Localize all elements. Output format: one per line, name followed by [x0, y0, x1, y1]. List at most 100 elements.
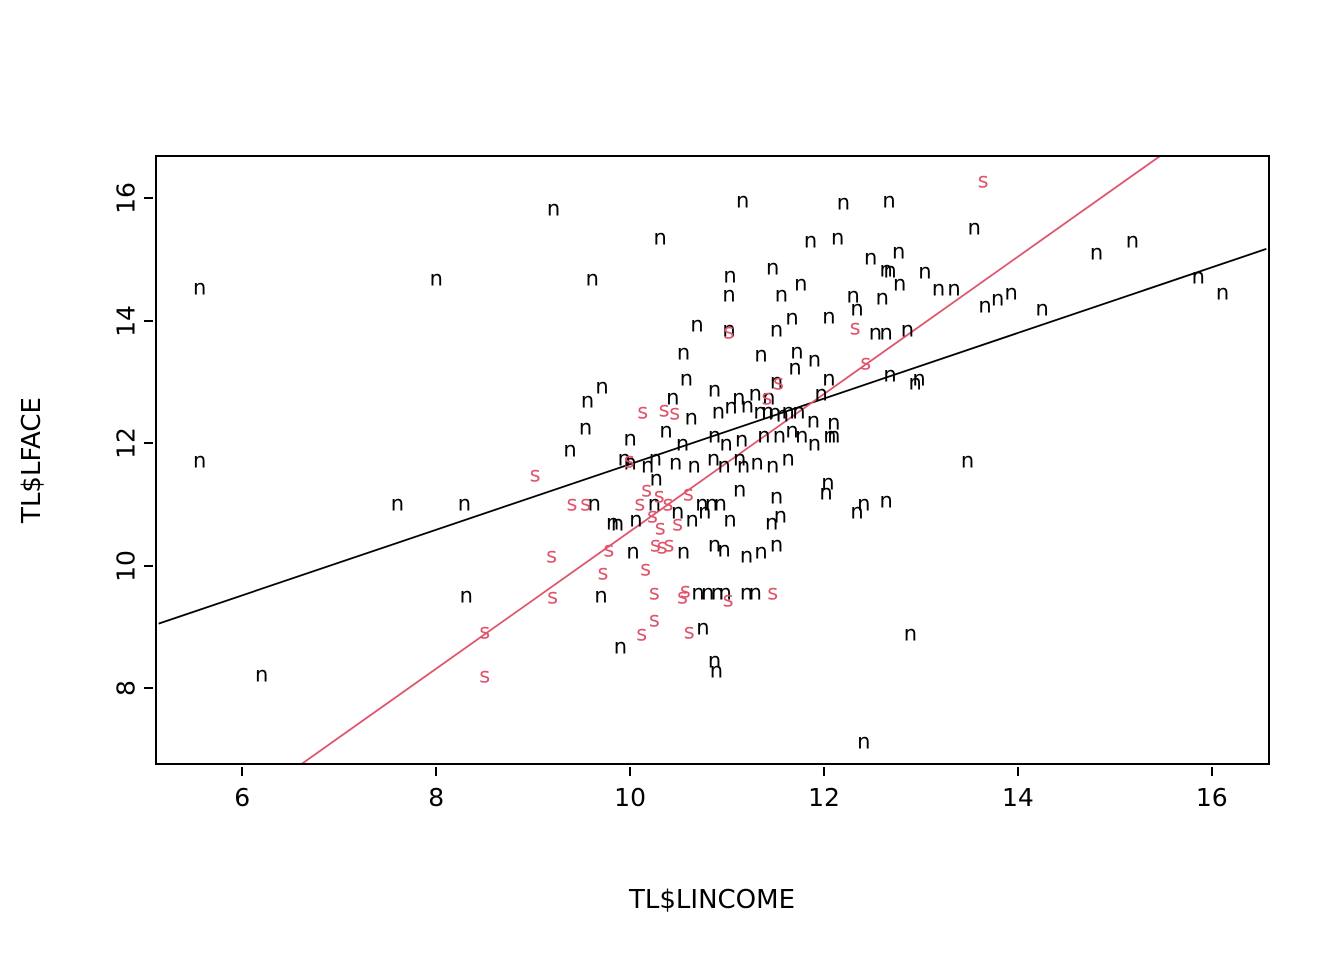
x-axis-title: TL$LINCOME — [629, 885, 795, 915]
data-point-n: n — [857, 729, 871, 754]
x-tick-mark — [1016, 767, 1019, 776]
data-point-n: n — [671, 499, 685, 524]
data-point-n: n — [767, 401, 782, 426]
data-point-n: n — [879, 320, 893, 345]
data-point-n: n — [978, 293, 992, 318]
y-tick-mark — [144, 687, 153, 690]
x-tick-label: 8 — [428, 783, 445, 812]
data-point-n: n — [879, 488, 893, 513]
data-point-n: n — [781, 399, 795, 424]
data-point-n: n — [772, 423, 787, 448]
data-point-n: n — [736, 453, 751, 478]
data-point-n: n — [931, 276, 946, 301]
data-point-n: n — [623, 426, 637, 451]
data-point-n: n — [649, 466, 663, 491]
data-point-n: n — [734, 428, 749, 453]
data-point-s: s — [637, 399, 649, 424]
data-point-n: n — [830, 225, 845, 250]
data-point-s: s — [566, 491, 578, 516]
data-point-s: s — [648, 580, 660, 605]
data-point-n: n — [722, 282, 736, 307]
data-point-n: n — [711, 399, 726, 424]
data-point-n: n — [748, 580, 762, 605]
data-point-n: n — [733, 477, 747, 502]
x-tick-label: 12 — [808, 783, 840, 812]
data-point-n: n — [785, 418, 799, 443]
data-point-n: n — [698, 499, 712, 524]
data-point-n: n — [769, 485, 784, 510]
data-point-n: n — [850, 499, 864, 524]
data-point-n: n — [822, 366, 836, 391]
data-point-n: n — [717, 453, 731, 478]
data-point-n: n — [766, 453, 780, 478]
data-point-n: n — [193, 448, 207, 473]
data-point-n: n — [739, 580, 754, 605]
data-point-n: n — [765, 510, 779, 535]
data-point-n: n — [595, 374, 609, 399]
data-point-n: n — [754, 342, 768, 367]
data-point-n: n — [722, 317, 736, 342]
data-point-n: n — [757, 423, 771, 448]
data-point-s: s — [663, 532, 675, 557]
data-point-n: n — [647, 491, 662, 516]
data-point-n: n — [710, 580, 725, 605]
data-point-n: n — [717, 537, 731, 562]
data-point-n: n — [773, 504, 788, 529]
data-point-s: s — [773, 370, 784, 395]
data-point-s: s — [597, 561, 609, 586]
data-point-n: n — [836, 190, 851, 215]
black-fit-line — [158, 248, 1267, 625]
data-point-n: n — [775, 402, 790, 427]
data-point-n: n — [821, 471, 835, 496]
data-point-n: n — [580, 388, 595, 413]
x-tick-label: 14 — [1002, 783, 1034, 812]
data-point-n: n — [623, 450, 637, 475]
data-point-n: n — [754, 539, 768, 564]
data-point-n: n — [792, 399, 806, 424]
data-point-n: n — [695, 491, 709, 516]
data-point-n: n — [753, 399, 767, 424]
data-point-n: n — [769, 369, 784, 394]
data-point-n: n — [893, 271, 907, 296]
data-point-s: s — [672, 512, 684, 537]
x-tick-mark — [241, 767, 244, 776]
data-point-n: n — [704, 491, 719, 516]
data-point-s: s — [529, 463, 541, 488]
data-point-n: n — [676, 341, 691, 366]
data-point-n: n — [803, 228, 818, 253]
data-point-n: n — [857, 491, 871, 516]
data-point-n: n — [750, 450, 764, 475]
data-point-s: s — [656, 534, 668, 559]
data-point-n: n — [912, 366, 926, 391]
data-point-n: n — [1004, 280, 1018, 305]
data-point-s: s — [662, 491, 674, 516]
data-point-s: s — [682, 482, 694, 507]
data-point-n: n — [585, 266, 599, 291]
data-point-n: n — [707, 648, 722, 673]
data-point-n: n — [676, 539, 691, 564]
data-point-n: n — [769, 317, 784, 342]
data-point-n: n — [669, 450, 683, 475]
data-point-n: n — [827, 423, 841, 448]
data-point-n: n — [908, 371, 922, 396]
data-point-n: n — [724, 395, 738, 420]
data-point-n: n — [807, 431, 822, 456]
data-point-n: n — [691, 580, 705, 605]
data-point-n: n — [1035, 296, 1049, 321]
data-point-n: n — [827, 410, 841, 435]
data-point-n: n — [594, 583, 608, 608]
data-point-n: n — [850, 296, 864, 321]
data-point-s: s — [860, 350, 872, 375]
y-tick-mark — [144, 442, 153, 445]
data-point-n: n — [696, 615, 710, 640]
data-point-n: n — [666, 385, 680, 410]
data-point-n: n — [723, 263, 737, 288]
data-point-n: n — [1125, 228, 1140, 253]
data-point-s: s — [546, 543, 558, 568]
red-fit-line — [301, 157, 1161, 763]
data-point-n: n — [781, 447, 795, 472]
data-point-n: n — [719, 431, 733, 456]
data-point-n: n — [761, 399, 775, 424]
data-point-n: n — [868, 320, 883, 345]
